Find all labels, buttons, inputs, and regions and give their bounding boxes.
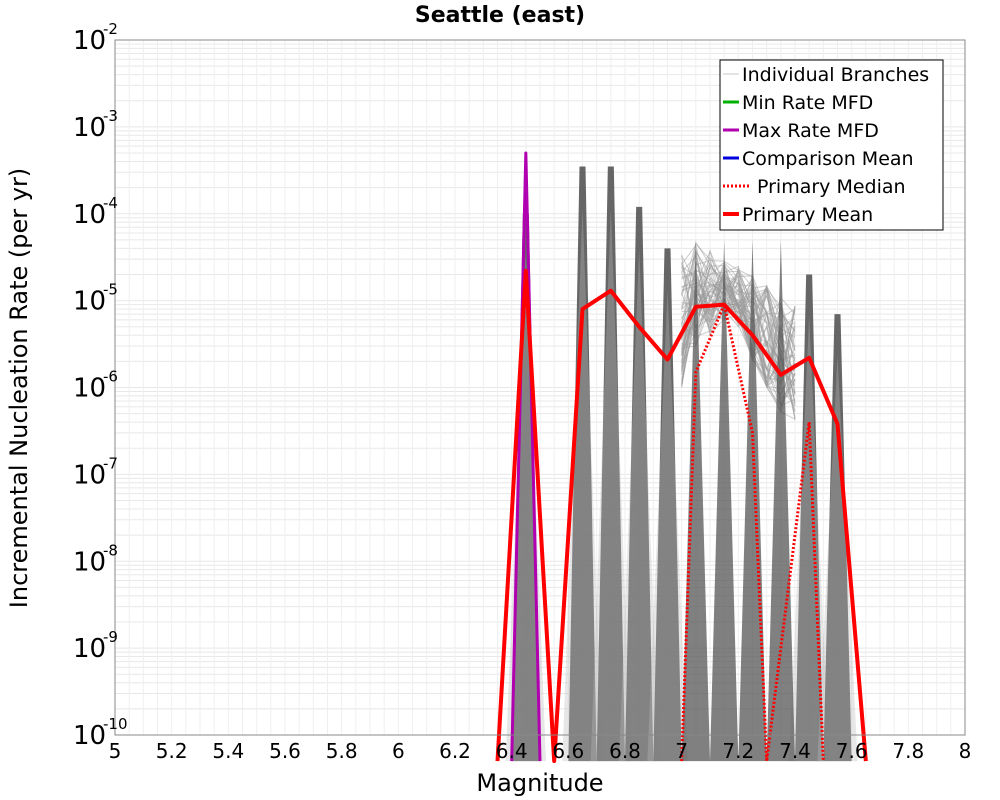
branch-line-46 xyxy=(681,262,796,386)
branch-line-32 xyxy=(681,280,796,368)
y-tick-exponent: -4 xyxy=(103,194,118,212)
x-tick-label: 6.8 xyxy=(609,739,641,763)
branch-band-5 xyxy=(795,274,824,762)
y-tick-exponent: -2 xyxy=(103,20,118,38)
branch-band-2 xyxy=(596,166,625,762)
y-tick-label: 10-4 xyxy=(73,194,118,230)
legend: Individual Branches Min Rate MFD Max Rate … xyxy=(719,59,944,231)
series-primary-median xyxy=(680,303,825,763)
legend-label: Comparison Mean xyxy=(742,148,914,170)
branch-spike-0 xyxy=(681,239,710,762)
branch-halo-1 xyxy=(562,207,603,762)
y-tick-exponent: -6 xyxy=(103,368,118,386)
branch-band-3 xyxy=(625,206,654,762)
y-tick-exponent: -10 xyxy=(103,715,128,733)
x-tick-label: 5.4 xyxy=(212,739,244,763)
y-tick-exponent: -5 xyxy=(103,281,118,299)
branch-spike-2 xyxy=(738,239,767,762)
x-tick-label: 8 xyxy=(959,739,972,763)
y-tick-base: 10 xyxy=(73,460,106,490)
y-tick-label: 10-8 xyxy=(73,541,118,577)
y-tick-label: 10-10 xyxy=(73,715,128,751)
series-layer xyxy=(495,151,868,764)
y-tick-base: 10 xyxy=(73,113,106,143)
y-tick-base: 10 xyxy=(73,200,106,230)
y-axis-label: Incremental Nucleation Rate (per yr) xyxy=(5,168,33,608)
chart-title: Seattle (east) xyxy=(415,3,585,28)
x-tick-label: 6.2 xyxy=(439,739,471,763)
branch-line-50 xyxy=(681,268,796,414)
y-tick-label: 10-9 xyxy=(73,628,118,664)
x-tick-label: 5.8 xyxy=(326,739,358,763)
legend-label: Max Rate MFD xyxy=(742,120,879,142)
legend-label: Primary Mean xyxy=(742,204,873,226)
branch-line-56 xyxy=(681,255,796,390)
branch-halo-5 xyxy=(789,315,830,762)
legend-label: Min Rate MFD xyxy=(742,92,873,114)
y-tick-exponent: -8 xyxy=(103,541,118,559)
branch-band-0 xyxy=(511,213,540,762)
branch-line-37 xyxy=(681,243,796,332)
y-tick-label: 10-3 xyxy=(73,107,118,143)
x-tick-labels: 5 5.2 5.4 5.6 5.8 6 6.2 6.4 6.6 6.8 7 7.2 7.4 7.6 7.8 8 xyxy=(109,739,972,763)
series-primary-mean xyxy=(495,268,868,764)
plot-frame xyxy=(114,39,966,736)
y-tick-base: 10 xyxy=(73,634,106,664)
x-tick-label: 7.4 xyxy=(779,739,811,763)
x-tick-label: 5.6 xyxy=(269,739,301,763)
legend-label: Primary Median xyxy=(757,176,906,198)
x-axis-label: Magnitude xyxy=(476,769,603,797)
x-tick-label: 7.2 xyxy=(722,739,754,763)
branch-line-57 xyxy=(681,263,796,332)
branch-spike-1 xyxy=(710,239,739,762)
x-tick-label: 7.8 xyxy=(892,739,924,763)
branch-line-58 xyxy=(681,265,796,377)
legend-label: Individual Branches xyxy=(742,64,929,86)
branch-halo-2 xyxy=(590,207,631,762)
branch-halo-4 xyxy=(647,289,688,762)
branch-halo-6 xyxy=(817,355,858,762)
y-tick-base: 10 xyxy=(73,287,106,317)
x-tick-label: 6.4 xyxy=(496,739,528,763)
y-tick-exponent: -7 xyxy=(103,454,118,472)
branch-line-59 xyxy=(681,304,796,382)
y-tick-base: 10 xyxy=(73,26,106,56)
branch-band-4 xyxy=(653,248,682,762)
x-tick-label: 7.6 xyxy=(836,739,868,763)
branch-band-6 xyxy=(823,314,852,762)
x-tick-label: 6.6 xyxy=(552,739,584,763)
y-tick-base: 10 xyxy=(73,374,106,404)
branch-band-1 xyxy=(568,166,597,762)
branch-line-24 xyxy=(681,271,796,395)
x-tick-label: 6 xyxy=(392,739,405,763)
y-tick-label: 10-6 xyxy=(73,368,118,404)
y-tick-label: 10-7 xyxy=(73,454,118,490)
y-tick-base: 10 xyxy=(73,721,106,751)
series-max-rate-mfd xyxy=(510,151,542,762)
branch-spike-3 xyxy=(766,239,795,762)
branch-halo-3 xyxy=(619,248,660,762)
branch-line-55 xyxy=(681,270,796,378)
y-tick-label: 10-5 xyxy=(73,281,118,317)
x-tick-label: 5 xyxy=(109,739,122,763)
y-tick-label: 10-2 xyxy=(73,20,118,56)
y-tick-exponent: -9 xyxy=(103,628,118,646)
y-tick-base: 10 xyxy=(73,547,106,577)
x-tick-label: 7 xyxy=(675,739,688,763)
legend-box xyxy=(719,59,944,231)
y-tick-exponent: -3 xyxy=(103,107,118,125)
x-tick-label: 5.2 xyxy=(156,739,188,763)
